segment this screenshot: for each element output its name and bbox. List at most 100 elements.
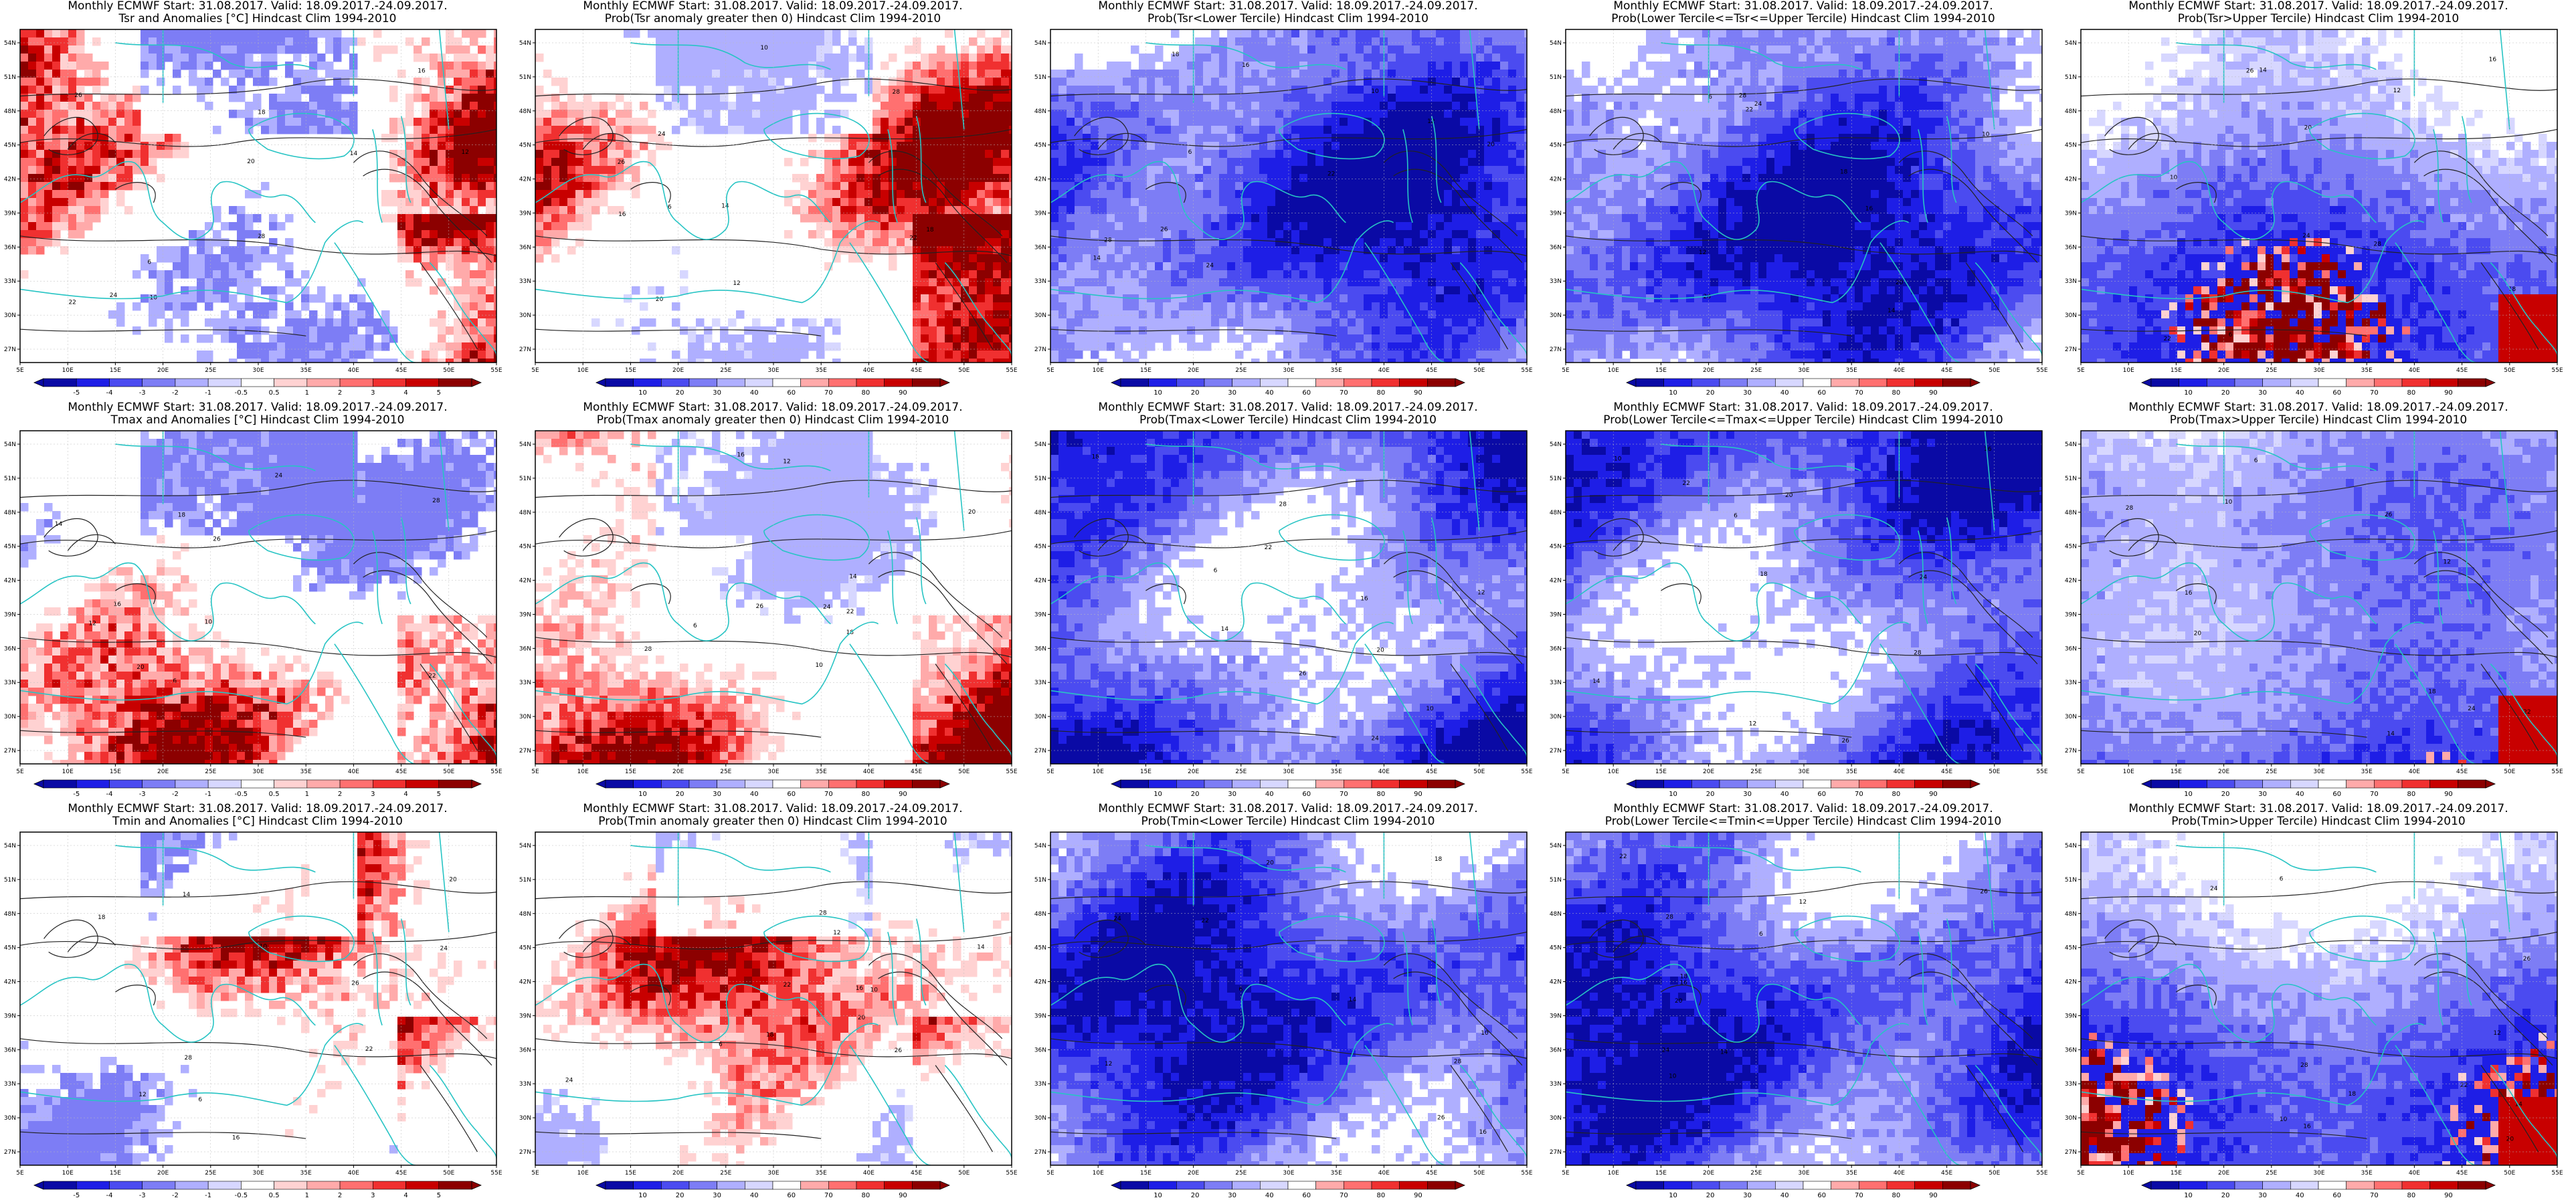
lon-tick-label: 25E [2266, 769, 2277, 775]
contour-label: 14 [1888, 308, 1896, 314]
lon-tick-label: 15E [1655, 367, 1667, 374]
colorbar: 10 20 30 40 60 70 80 90 [1110, 779, 1466, 798]
colorbar-label: 10 [2184, 1192, 2193, 1199]
colorbar-label: 80 [1892, 389, 1901, 397]
contour-label: 24 [2210, 886, 2218, 892]
contour-label: 14 [1720, 1049, 1728, 1056]
lat-tick-label: 33N [1034, 680, 1046, 686]
colorbar-label: 70 [824, 791, 833, 798]
contour-label: 10 [2170, 175, 2178, 181]
lon-tick-label: 40E [2409, 367, 2420, 374]
shaded-field [1050, 832, 1527, 1165]
contour-label: 6 [1239, 987, 1243, 993]
lon-tick-label: 35E [816, 769, 827, 775]
colorbar-label: 90 [2444, 791, 2453, 798]
contour-label: 6 [198, 1096, 202, 1103]
contour-label: 22 [428, 673, 436, 680]
lat-tick-label: 36N [1550, 244, 1562, 251]
lon-tick-label: 5E [531, 367, 539, 374]
lat-tick-label: 51N [519, 476, 531, 482]
lat-tick-label: 33N [2065, 1081, 2077, 1088]
contour-label: 26 [2385, 512, 2393, 518]
lon-tick-label: 25E [720, 1170, 731, 1177]
colorbar-label: -0.5 [235, 791, 248, 798]
panel-title: Monthly ECMWF Start: 31.08.2017. Valid: … [2128, 0, 2508, 13]
lat-tick-label: 45N [2065, 142, 2077, 149]
lon-tick-label: 50E [1989, 769, 2000, 775]
coastlines [1566, 431, 2042, 764]
contour-label: 24 [1371, 736, 1379, 742]
colorbar-label: 20 [1191, 389, 1200, 397]
lat-tick-label: 36N [2065, 244, 2077, 251]
lat-tick-label: 39N [1550, 1013, 1562, 1019]
colorbar-label: 60 [1302, 1192, 1311, 1199]
contour-label: 10 [1614, 456, 1622, 462]
contour-label: 6 [2229, 332, 2233, 338]
colorbar: 10 20 30 40 60 70 80 90 [2140, 378, 2496, 397]
lon-tick-label: 30E [767, 367, 779, 374]
colorbar-label: 70 [1340, 1192, 1348, 1199]
contour-label: 20 [1266, 860, 1274, 866]
lat-tick-label: 30N [519, 312, 531, 319]
lon-tick-label: 15E [110, 769, 121, 775]
lat-tick-label: 48N [1034, 911, 1046, 918]
contour-label: 24 [658, 131, 666, 138]
contour-lines [2081, 881, 2557, 1152]
lat-tick-label: 51N [4, 74, 16, 81]
contour-label: 20 [968, 509, 976, 516]
lon-tick-label: 20E [157, 367, 169, 374]
contour-lines [2081, 78, 2557, 350]
lon-tick-label: 5E [1562, 367, 1570, 374]
shaded-field [2081, 431, 2557, 764]
map-figure: Monthly ECMWF Start: 31.08.2017. Valid: … [519, 803, 1018, 1199]
colorbar-label: 2 [338, 389, 342, 397]
lat-tick-label: 42N [519, 979, 531, 986]
lat-tick-label: 54N [1034, 40, 1046, 47]
lat-tick-label: 27N [1550, 346, 1562, 353]
panel-subtitle: Prob(Tsr<Lower Tercile) Hindcast Clim 19… [1147, 12, 1429, 25]
lat-tick-label: 48N [2065, 510, 2077, 516]
lat-tick-label: 45N [519, 544, 531, 550]
colorbar-label: 80 [1892, 791, 1901, 798]
colorbar: 10 20 30 40 60 70 80 90 [2140, 779, 2496, 798]
lon-tick-label: 25E [1235, 1170, 1247, 1177]
colorbar-label: 40 [1780, 389, 1789, 397]
colorbar-label: 80 [2407, 389, 2416, 397]
colorbar-label: 20 [2221, 1192, 2230, 1199]
coastlines [1050, 431, 1527, 764]
colorbar-label: 30 [713, 1192, 721, 1199]
contour-lines [1050, 881, 1527, 1152]
coastlines [535, 431, 1012, 764]
contour-lines [20, 881, 496, 1152]
lon-tick-label: 10E [2123, 367, 2134, 374]
graticule [2081, 832, 2557, 1165]
contour-label: 26 [1160, 227, 1168, 233]
shaded-field [1050, 29, 1527, 363]
lat-tick-label: 30N [1034, 1115, 1046, 1122]
lon-tick-label: 20E [157, 769, 169, 775]
contour-label: 16 [1984, 446, 1992, 453]
map-figure: Monthly ECMWF Start: 31.08.2017. Valid: … [1550, 803, 2048, 1199]
lon-tick-label: 45E [395, 1170, 407, 1177]
colorbar-label: 80 [1892, 1192, 1901, 1199]
contour-label: 18 [766, 1031, 774, 1038]
lon-tick-label: 35E [1846, 1170, 1857, 1177]
lat-tick-label: 54N [2065, 441, 2077, 448]
map-figure: Monthly ECMWF Start: 31.08.2017. Valid: … [519, 401, 1018, 798]
lon-tick-label: 45E [1426, 769, 1437, 775]
lon-tick-label: 55E [1006, 367, 1017, 374]
contour-label: 10 [1481, 1030, 1489, 1037]
lon-tick-label: 50E [443, 367, 454, 374]
contour-label: 10 [260, 944, 268, 950]
colorbar-label: 60 [2332, 791, 2341, 798]
contour-label: 22 [365, 1046, 373, 1053]
colorbar-label: 2 [338, 791, 342, 798]
shaded-field [20, 431, 496, 764]
lon-tick-label: 50E [958, 769, 970, 775]
lat-tick-label: 33N [1550, 278, 1562, 285]
